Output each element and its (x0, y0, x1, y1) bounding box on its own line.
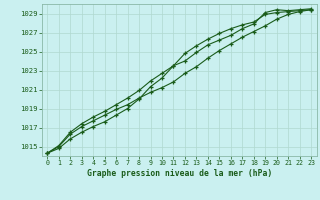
X-axis label: Graphe pression niveau de la mer (hPa): Graphe pression niveau de la mer (hPa) (87, 169, 272, 178)
